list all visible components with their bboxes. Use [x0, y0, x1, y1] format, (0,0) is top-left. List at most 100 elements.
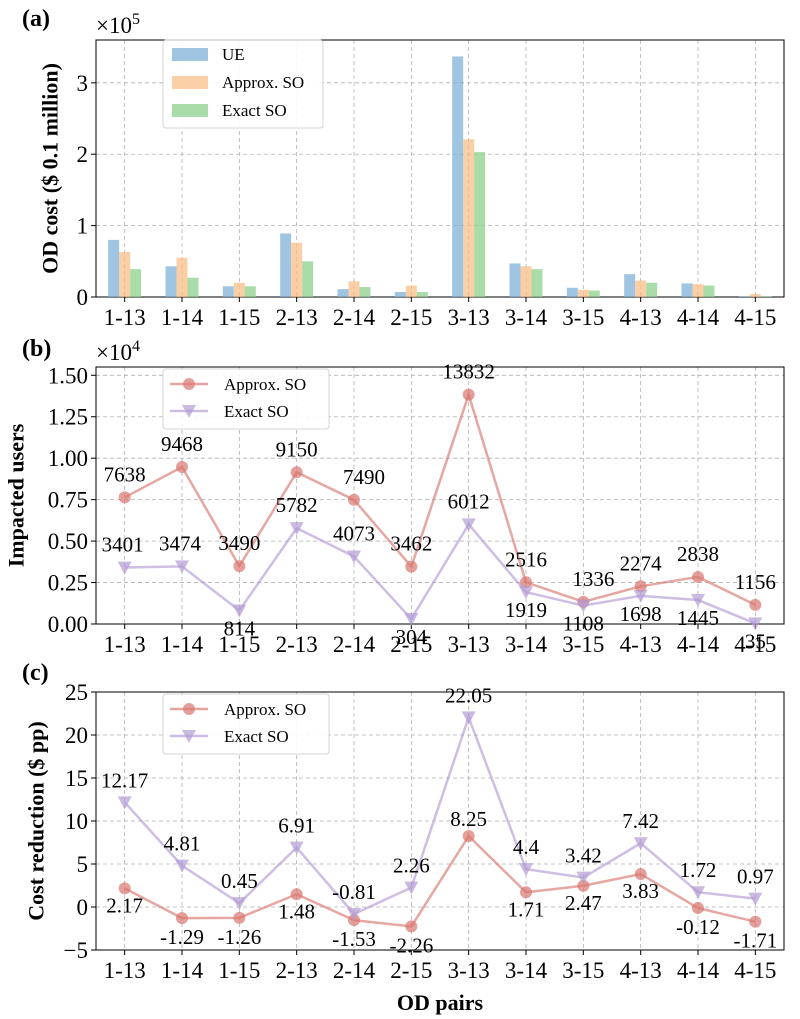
- x-tick-label: 2-15: [390, 305, 432, 330]
- y-axis-label: OD cost ($ 0.1 million): [38, 63, 63, 274]
- legend: UE Approx. SO Exact SO: [162, 39, 324, 129]
- bar: [738, 296, 750, 297]
- data-label: -1.26: [217, 925, 261, 949]
- y-tick-label: 3: [77, 71, 89, 96]
- data-label: 304: [396, 625, 428, 649]
- data-point: [691, 594, 705, 608]
- data-label: 1.48: [278, 899, 315, 923]
- data-point: [176, 912, 188, 925]
- data-label: 6.91: [278, 814, 315, 838]
- data-point: [233, 560, 246, 573]
- x-tick-label: 1-15: [218, 632, 260, 657]
- bar: [348, 281, 360, 297]
- x-tick-label: 2-13: [276, 632, 318, 657]
- x-tick-label: 1-15: [218, 958, 260, 983]
- data-point: [576, 871, 591, 885]
- data-label: 22.05: [445, 683, 492, 707]
- data-point: [347, 907, 361, 921]
- data-label: 9468: [161, 432, 203, 456]
- series-ue: [108, 56, 750, 297]
- y-axis-label: Impacted users: [4, 423, 29, 567]
- bar: [760, 296, 772, 297]
- bar: [176, 257, 188, 297]
- x-tick-label: 2-13: [276, 958, 318, 983]
- bar: [646, 282, 658, 297]
- multiplier-base: ×10: [96, 13, 132, 38]
- data-point: [289, 841, 304, 855]
- legend: Approx. SO Exact SO: [162, 368, 330, 430]
- series-approx-so: [119, 139, 761, 297]
- bar: [291, 242, 303, 297]
- x-tick-label: 3-15: [562, 632, 604, 657]
- data-label: 7490: [343, 465, 385, 489]
- bar: [394, 292, 406, 297]
- data-point: [461, 518, 476, 532]
- x-tick-label: 4-14: [677, 958, 720, 983]
- data-label: 2.47: [565, 891, 602, 915]
- data-label: -1.29: [160, 925, 204, 949]
- y-tick-label: 1.50: [48, 363, 88, 388]
- x-tick-label: 1-15: [218, 305, 260, 330]
- legend-marker: [182, 405, 196, 418]
- data-point: [462, 830, 475, 843]
- series-line: [124, 522, 756, 625]
- y-tick-label: 0.75: [48, 488, 88, 513]
- bar: [337, 289, 349, 297]
- series-exact-so: 12.17 4.81 0.45 6.91 -0.81 2.26 22.05 4.4 3.42 7.…: [101, 683, 774, 921]
- bar: [222, 286, 234, 297]
- series-approx-so: 2.17 -1.29 -1.26 1.48 -1.53 -2.26 8.25 1.71 2.47…: [106, 807, 777, 957]
- series-approx-so: 7638 9468 3490 9150 7490 3462 13832 2516 1336227…: [104, 360, 776, 611]
- y-tick-label: 0.50: [48, 529, 88, 554]
- data-point: [691, 886, 705, 900]
- bar: [474, 152, 486, 297]
- data-label: 9150: [276, 437, 318, 461]
- data-point: [748, 892, 763, 906]
- data-point: [462, 388, 475, 401]
- data-point: [290, 888, 303, 901]
- data-label: 8.25: [450, 807, 487, 831]
- series-exact-so: 3401 3474 814 5782 4073 304 6012 1919 1108 1698 14…: [102, 489, 766, 653]
- data-label: 1919: [505, 598, 547, 622]
- data-point: [175, 560, 189, 574]
- x-tick-label: 1-13: [104, 632, 146, 657]
- data-label: -1.53: [332, 927, 376, 951]
- legend-swatch: [172, 48, 208, 61]
- legend-marker: [183, 378, 195, 390]
- bar: [624, 274, 636, 297]
- bar: [452, 56, 464, 297]
- data-point: [348, 493, 360, 506]
- x-tick-label: 4-13: [620, 632, 662, 657]
- panel-c: −5 0 5 10 15 20 25 1-13 1-14 1-15 2-13 2-14 2-15 3-13…: [22, 660, 785, 1015]
- y-tick-label: 0: [77, 285, 89, 310]
- y-tick-label: 1.00: [48, 446, 88, 471]
- data-label: 1.71: [508, 897, 545, 921]
- data-point: [634, 580, 647, 593]
- data-label: 2274: [620, 551, 663, 575]
- y-tick-label: −5: [64, 938, 88, 963]
- data-label: -0.12: [676, 915, 720, 939]
- bar: [703, 285, 715, 297]
- x-tick-label: 4-13: [620, 958, 662, 983]
- data-point: [692, 570, 704, 583]
- legend-label: Approx. SO: [224, 375, 306, 394]
- data-label: -2.26: [389, 933, 433, 957]
- data-label: 2838: [677, 542, 719, 566]
- x-tick-label: 4-15: [734, 305, 776, 330]
- data-label: 1.72: [680, 858, 717, 882]
- data-point: [176, 461, 188, 474]
- data-label: 3.83: [622, 879, 659, 903]
- data-point: [117, 561, 132, 575]
- data-point: [290, 466, 303, 479]
- data-point: [404, 612, 419, 626]
- x-tick-label: 4-15: [734, 632, 776, 657]
- data-label: 7638: [104, 462, 146, 486]
- x-tick-label: 3-13: [448, 958, 490, 983]
- data-label: 5782: [276, 493, 318, 517]
- data-point: [749, 915, 762, 928]
- bar: [233, 282, 245, 297]
- data-point: [576, 599, 591, 613]
- data-label: 4.4: [513, 835, 540, 859]
- data-label: 1336: [572, 567, 614, 591]
- data-label: 1698: [620, 602, 662, 626]
- data-label: 2.26: [393, 854, 430, 878]
